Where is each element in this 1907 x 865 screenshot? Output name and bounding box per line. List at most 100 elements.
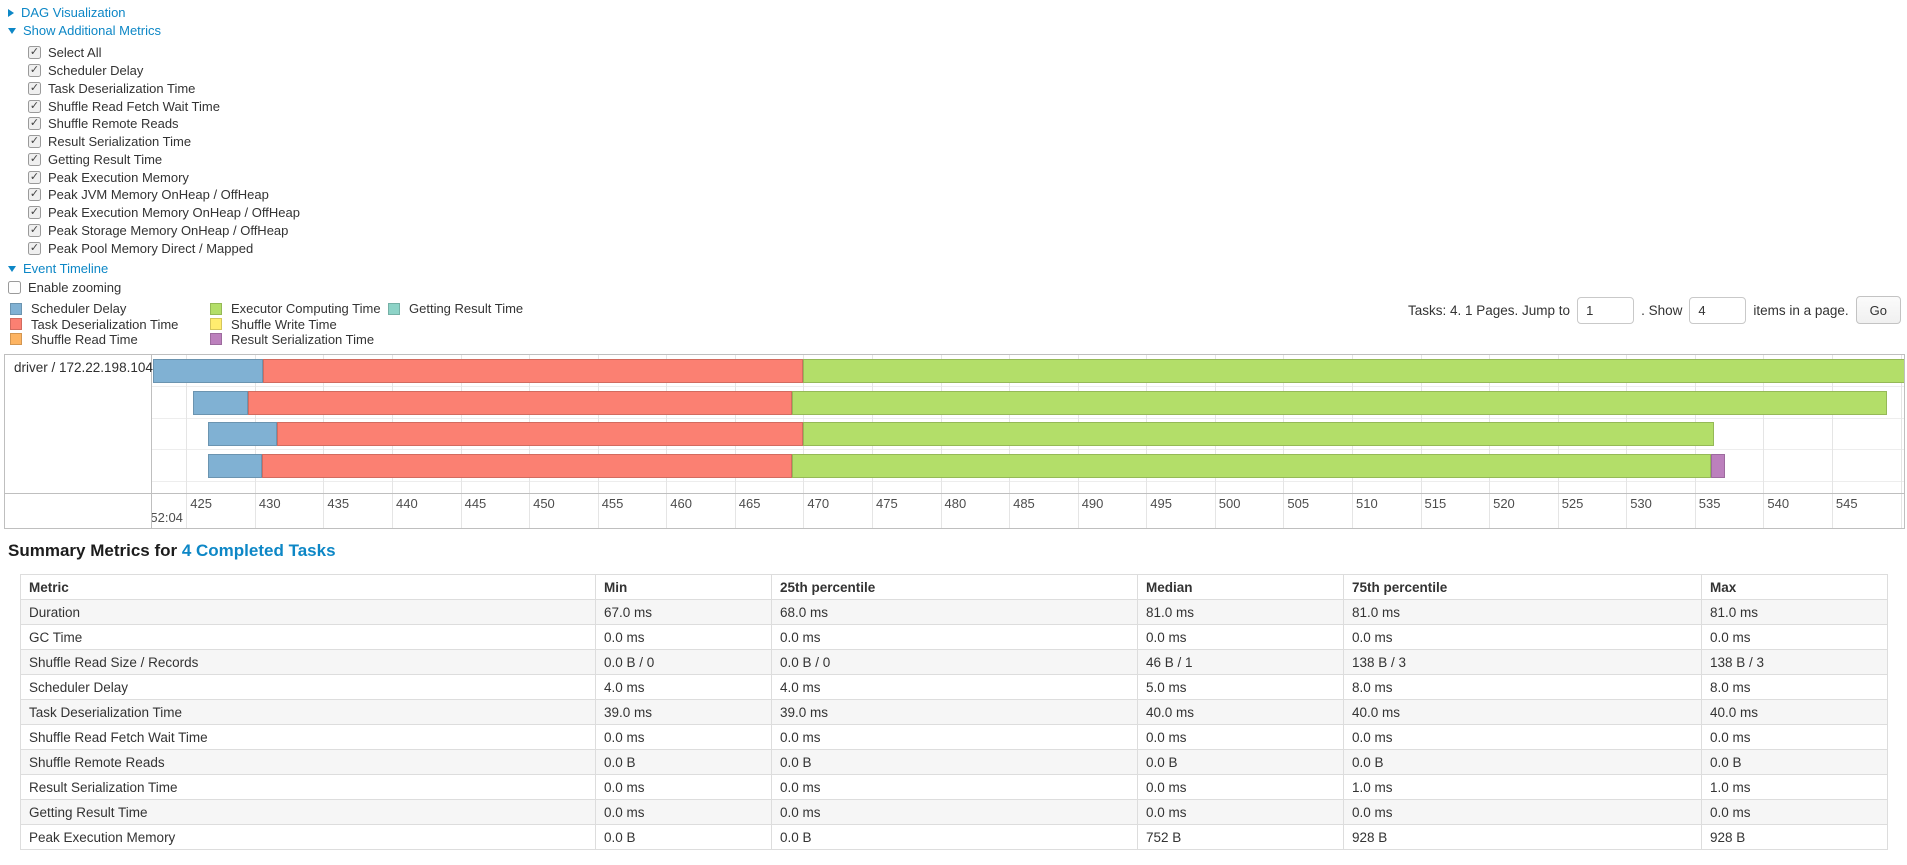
jump-to-page-input[interactable] — [1577, 296, 1635, 324]
table-cell: 40.0 ms — [1137, 699, 1344, 725]
metric-checkbox-item[interactable]: ✓ Task Deserialization Time — [28, 80, 300, 98]
task-bar-segment-executor-computing — [803, 359, 1904, 383]
table-cell: Result Serialization Time — [20, 774, 596, 800]
metric-checkbox[interactable]: ✓ — [28, 117, 41, 131]
table-cell: 5.0 ms — [1137, 674, 1344, 700]
legend-swatch-icon — [10, 318, 22, 331]
table-header-cell: 25th percentile — [771, 574, 1138, 600]
table-cell: 928 B — [1343, 824, 1702, 850]
table-cell: 0.0 B — [771, 824, 1138, 850]
metric-checkbox-item[interactable]: ✓ Result Serialization Time — [28, 133, 300, 151]
metric-checkbox[interactable]: ✓ — [28, 81, 41, 95]
table-header-cell: 75th percentile — [1343, 574, 1702, 600]
table-cell: 0.0 B — [595, 749, 772, 775]
table-cell: 0.0 B — [771, 749, 1138, 775]
metric-checkbox-item[interactable]: ✓ Shuffle Remote Reads — [28, 115, 300, 133]
show-additional-metrics-toggle[interactable]: Show Additional Metrics — [8, 23, 161, 38]
table-header-cell: Median — [1137, 574, 1344, 600]
task-bar-segment-scheduler-delay — [193, 390, 248, 415]
enable-zooming-checkbox[interactable] — [8, 281, 21, 295]
metric-checkbox-item[interactable]: ✓ Peak Storage Memory OnHeap / OffHeap — [28, 222, 300, 240]
table-cell: GC Time — [20, 624, 596, 650]
metric-checkbox[interactable]: ✓ — [28, 206, 41, 220]
table-cell: Task Deserialization Time — [20, 699, 596, 725]
table-cell: 928 B — [1701, 824, 1888, 850]
axis-tick-label: 440 — [396, 496, 418, 511]
axis-tick-label: 500 — [1218, 496, 1241, 511]
metric-checkbox[interactable]: ✓ — [28, 152, 41, 166]
task-bar-segment-task-deserialization — [248, 390, 793, 415]
task-bar-segment-scheduler-delay — [208, 422, 277, 446]
axis-tick-label: 435 — [327, 496, 350, 511]
metric-checkbox[interactable]: ✓ — [28, 223, 41, 237]
task-bar-segment-result-serialization — [1711, 453, 1725, 478]
table-cell: 0.0 ms — [771, 624, 1138, 650]
table-cell: 0.0 ms — [1137, 724, 1344, 750]
axis-tick-label: 425 — [190, 496, 212, 511]
metric-checkbox-item[interactable]: ✓ Shuffle Read Fetch Wait Time — [28, 97, 300, 115]
metric-checkbox[interactable]: ✓ — [28, 135, 41, 149]
axis-tick-label: 540 — [1767, 496, 1790, 511]
table-cell: 0.0 ms — [771, 724, 1138, 750]
axis-tick-label: 495 — [1150, 496, 1172, 511]
metric-checkbox-label: Select All — [48, 45, 102, 61]
table-cell: 138 B / 3 — [1701, 649, 1888, 675]
metric-checkbox-item[interactable]: ✓ Peak Execution Memory OnHeap / OffHeap — [28, 204, 300, 222]
legend-item: Shuffle Read Time — [10, 332, 210, 347]
metric-checkbox-item[interactable]: ✓ Peak Pool Memory Direct / Mapped — [28, 239, 300, 257]
metric-checkbox[interactable]: ✓ — [28, 241, 41, 255]
metric-checkbox-item[interactable]: ✓ Select All — [28, 44, 300, 62]
legend-label: Task Deserialization Time — [31, 316, 179, 332]
metric-checkbox-label: Shuffle Remote Reads — [48, 116, 179, 132]
go-button[interactable]: Go — [1855, 296, 1901, 324]
metric-checkbox[interactable]: ✓ — [28, 188, 41, 202]
metric-checkbox[interactable]: ✓ — [28, 46, 41, 60]
table-cell: 4.0 ms — [595, 674, 772, 700]
enable-zooming-option[interactable]: Enable zooming — [8, 279, 121, 297]
metric-checkbox-item[interactable]: ✓ Getting Result Time — [28, 151, 300, 169]
event-timeline-label: Event Timeline — [23, 261, 109, 276]
metric-checkbox-label: Peak Execution Memory — [48, 169, 189, 185]
table-row: Getting Result Time 0.0 ms 0.0 ms 0.0 ms 0.0… — [20, 799, 1888, 825]
table-cell: 81.0 ms — [1343, 599, 1702, 625]
axis-tick-label: 475 — [876, 496, 898, 511]
executor-group-column: driver / 172.22.198.104 — [5, 355, 153, 528]
metric-checkbox[interactable]: ✓ — [28, 99, 41, 113]
table-cell: Shuffle Read Fetch Wait Time — [20, 724, 596, 750]
table-cell: Peak Execution Memory — [20, 824, 596, 850]
metric-checkbox-item[interactable]: ✓ Peak Execution Memory — [28, 168, 300, 186]
row-separator — [152, 417, 1904, 419]
legend-item: Shuffle Write Time — [210, 316, 388, 332]
executor-group-label: driver / 172.22.198.104 — [14, 360, 153, 375]
row-separator — [152, 480, 1904, 482]
metric-checkbox-item[interactable]: ✓ Peak JVM Memory OnHeap / OffHeap — [28, 186, 300, 204]
summary-title-text: Summary Metrics for — [8, 541, 182, 560]
table-cell: 0.0 B — [1343, 749, 1702, 775]
axis-gridline — [1831, 355, 1833, 528]
axis-tick-label: 510 — [1356, 496, 1378, 511]
legend-swatch-icon — [210, 302, 222, 315]
table-header-cell: Max — [1701, 574, 1888, 600]
legend-label: Shuffle Read Time — [31, 331, 138, 347]
items-per-page-input[interactable] — [1689, 296, 1747, 324]
event-timeline-toggle[interactable]: Event Timeline — [8, 261, 108, 276]
axis-major-time-label: 16:52:04 — [152, 510, 183, 525]
legend-swatch-icon — [210, 318, 222, 331]
axis-tick-label: 455 — [601, 496, 624, 511]
metric-checkbox-item[interactable]: ✓ Scheduler Delay — [28, 62, 300, 80]
metric-checkbox[interactable]: ✓ — [28, 170, 41, 184]
table-row: Peak Execution Memory 0.0 B 0.0 B 752 B 928 … — [20, 824, 1888, 850]
metric-checkbox[interactable]: ✓ — [28, 64, 41, 78]
dag-visualization-toggle[interactable]: DAG Visualization — [8, 5, 126, 20]
table-cell: 0.0 ms — [771, 774, 1138, 800]
table-cell: 81.0 ms — [1137, 599, 1344, 625]
legend-label: Scheduler Delay — [31, 301, 127, 317]
table-row: Task Deserialization Time 39.0 ms 39.0 ms 4… — [20, 699, 1888, 725]
axis-tick-label: 525 — [1561, 496, 1584, 511]
table-cell: 46 B / 1 — [1137, 649, 1344, 675]
table-cell: 40.0 ms — [1701, 699, 1888, 725]
table-row: Shuffle Read Size / Records 0.0 B / 0 0.0 … — [20, 649, 1888, 675]
completed-tasks-link[interactable]: 4 Completed Tasks — [181, 541, 336, 560]
task-bar-segment-task-deserialization — [276, 422, 804, 446]
table-header-cell: Metric — [20, 574, 596, 600]
